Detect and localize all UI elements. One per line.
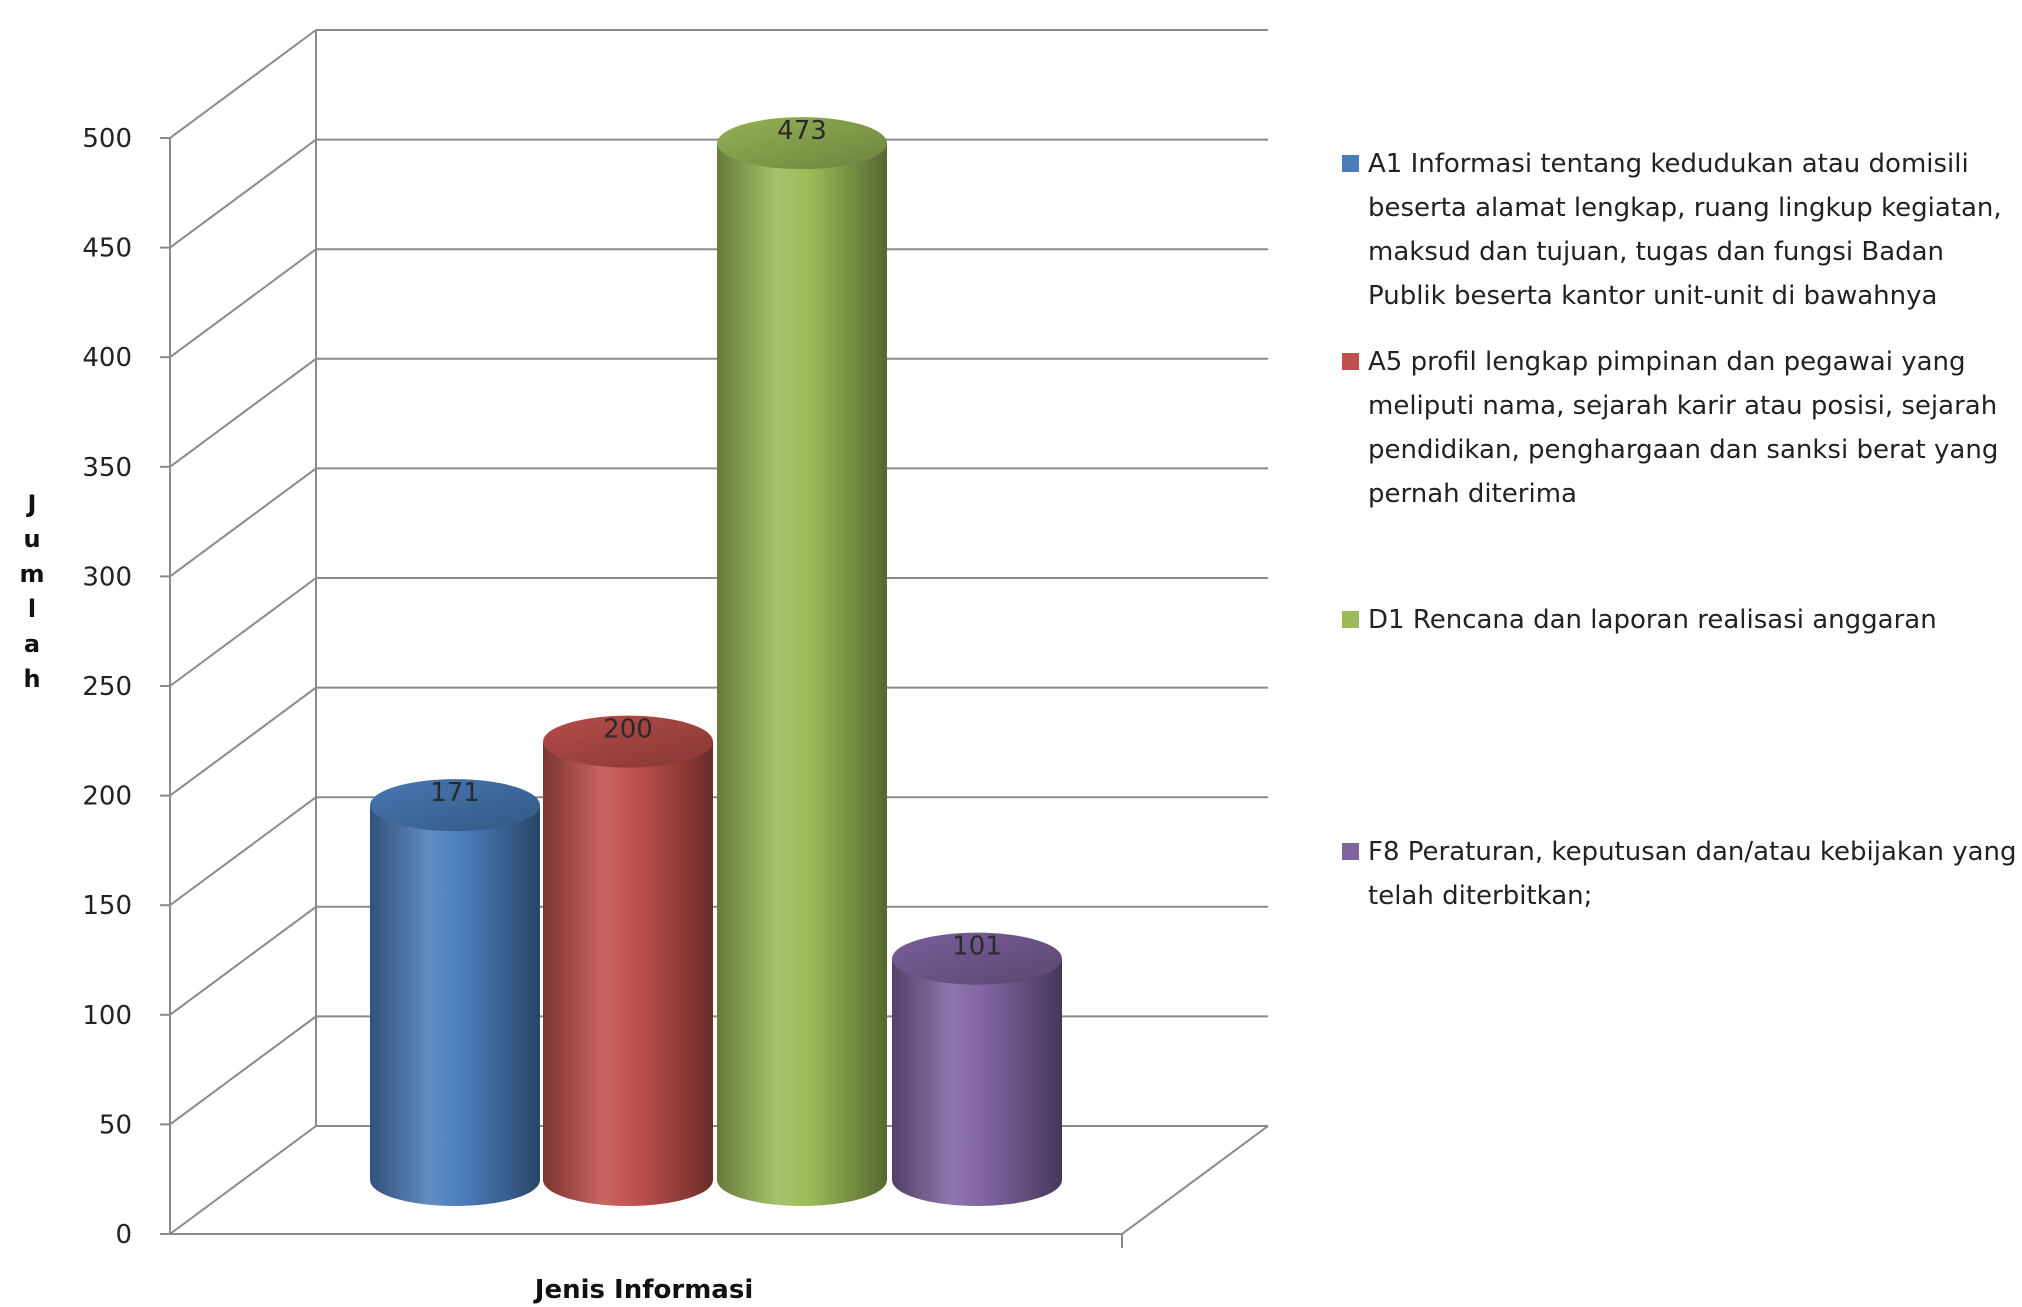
y-tick-label: 50 — [99, 1110, 132, 1140]
gridline-side — [170, 359, 316, 467]
bar-body — [892, 959, 1062, 1206]
y-axis-title-letter: m — [19, 560, 44, 588]
bar — [543, 716, 713, 1206]
y-tick-label: 250 — [82, 672, 132, 702]
gridline-side — [170, 140, 316, 248]
gridline-side — [170, 688, 316, 796]
legend-label: D1 Rencana dan laporan realisasi anggara… — [1368, 605, 1937, 635]
y-axis-title-letter: h — [23, 665, 40, 693]
legend: A1 Informasi tentang kedudukan atau domi… — [1338, 142, 2018, 918]
y-tick-label: 350 — [82, 453, 132, 483]
gridline-side — [170, 1016, 316, 1124]
data-label: 101 — [952, 932, 1002, 962]
y-axis-title-letter: a — [24, 630, 40, 658]
legend-label: A1 Informasi tentang kedudukan atau domi… — [1368, 149, 2002, 311]
data-label: 473 — [777, 116, 827, 146]
y-tick-label: 200 — [82, 782, 132, 812]
y-tick-label: 0 — [115, 1220, 132, 1250]
gridline-side — [170, 578, 316, 686]
gridline-side — [170, 30, 316, 138]
legend-item: A1 Informasi tentang kedudukan atau domi… — [1338, 142, 2018, 318]
legend-item: A5 profil lengkap pimpinan dan pegawai y… — [1338, 340, 2018, 516]
legend-label: F8 Peraturan, keputusan dan/atau kebijak… — [1368, 837, 2017, 911]
bar — [717, 117, 887, 1206]
gridline-side — [170, 468, 316, 576]
bar-body — [717, 143, 887, 1206]
y-axis-title-letter: J — [26, 490, 37, 518]
legend-swatch — [1342, 155, 1359, 172]
gridline-side — [170, 1126, 316, 1234]
y-tick-label: 450 — [82, 234, 132, 264]
legend-label: A5 profil lengkap pimpinan dan pegawai y… — [1368, 347, 1998, 509]
y-axis-title-letter: l — [28, 595, 36, 623]
x-axis-title: Jenis Informasi — [533, 1275, 753, 1305]
y-tick-label: 150 — [82, 891, 132, 921]
gridline-side — [170, 797, 316, 905]
y-tick-label: 500 — [82, 124, 132, 154]
y-axis-title-letter: u — [23, 525, 40, 553]
bar-body — [543, 742, 713, 1206]
gridline-side — [170, 907, 316, 1015]
legend-item: D1 Rencana dan laporan realisasi anggara… — [1338, 598, 2018, 642]
bar — [370, 779, 540, 1206]
gridline-side — [170, 249, 316, 357]
data-label: 171 — [430, 778, 480, 808]
y-tick-label: 300 — [82, 562, 132, 592]
bar-body — [370, 805, 540, 1206]
y-tick-label: 400 — [82, 343, 132, 373]
legend-swatch — [1342, 611, 1359, 628]
legend-swatch — [1342, 353, 1359, 370]
y-tick-label: 100 — [82, 1001, 132, 1031]
legend-swatch — [1342, 843, 1359, 860]
bars — [370, 117, 1062, 1206]
bar — [892, 933, 1062, 1206]
y-axis-ticks: 0 50 100 150 200 250 300 350 400 450 500 — [82, 124, 170, 1250]
data-label: 200 — [603, 715, 653, 745]
legend-item: F8 Peraturan, keputusan dan/atau kebijak… — [1338, 830, 2018, 918]
